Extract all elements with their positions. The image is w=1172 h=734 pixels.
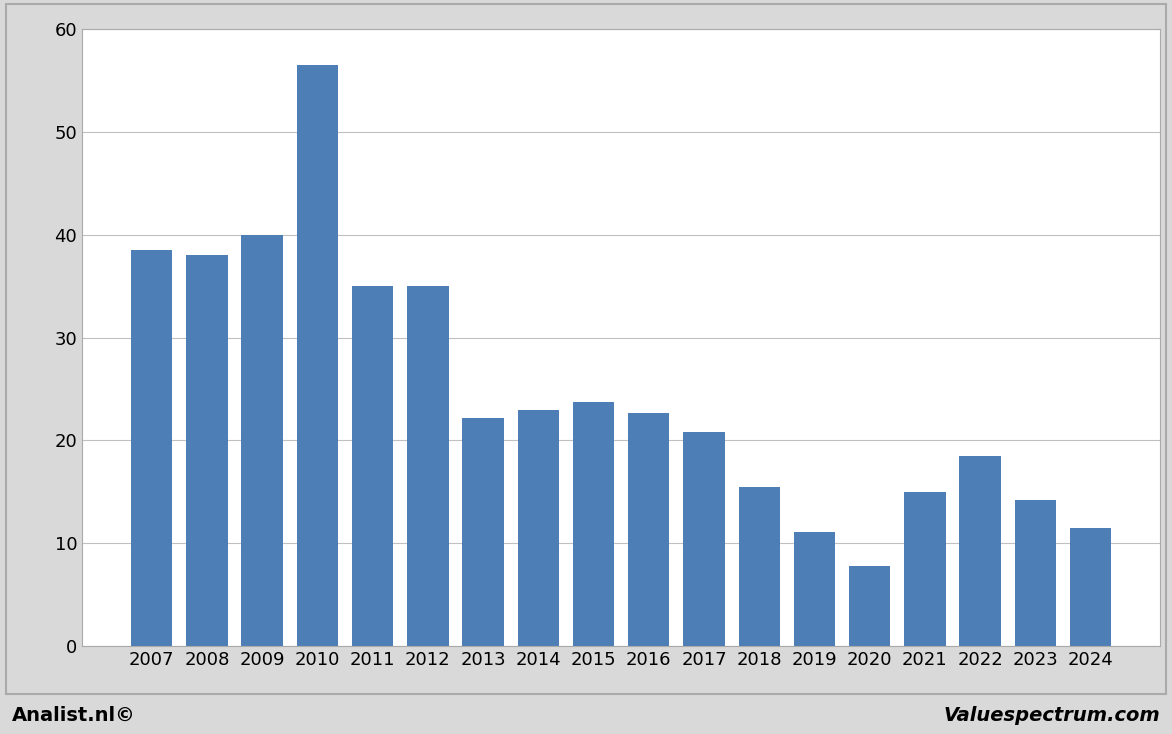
Bar (463, 418, 504, 646)
Bar (297, 65, 339, 646)
Text: Valuespectrum.com: Valuespectrum.com (943, 706, 1160, 725)
Bar (683, 432, 724, 646)
Bar (407, 286, 449, 646)
Bar (904, 492, 946, 646)
Bar (186, 255, 227, 646)
Text: Analist.nl©: Analist.nl© (12, 706, 136, 725)
Bar (960, 456, 1001, 646)
Bar (241, 235, 282, 646)
Bar (573, 402, 614, 646)
Bar (352, 286, 394, 646)
Bar (738, 487, 779, 646)
Bar (628, 413, 669, 646)
Bar (1015, 500, 1056, 646)
Bar (518, 410, 559, 646)
Bar (131, 250, 172, 646)
Bar (1070, 528, 1111, 646)
Bar (849, 566, 891, 646)
Bar (793, 532, 836, 646)
